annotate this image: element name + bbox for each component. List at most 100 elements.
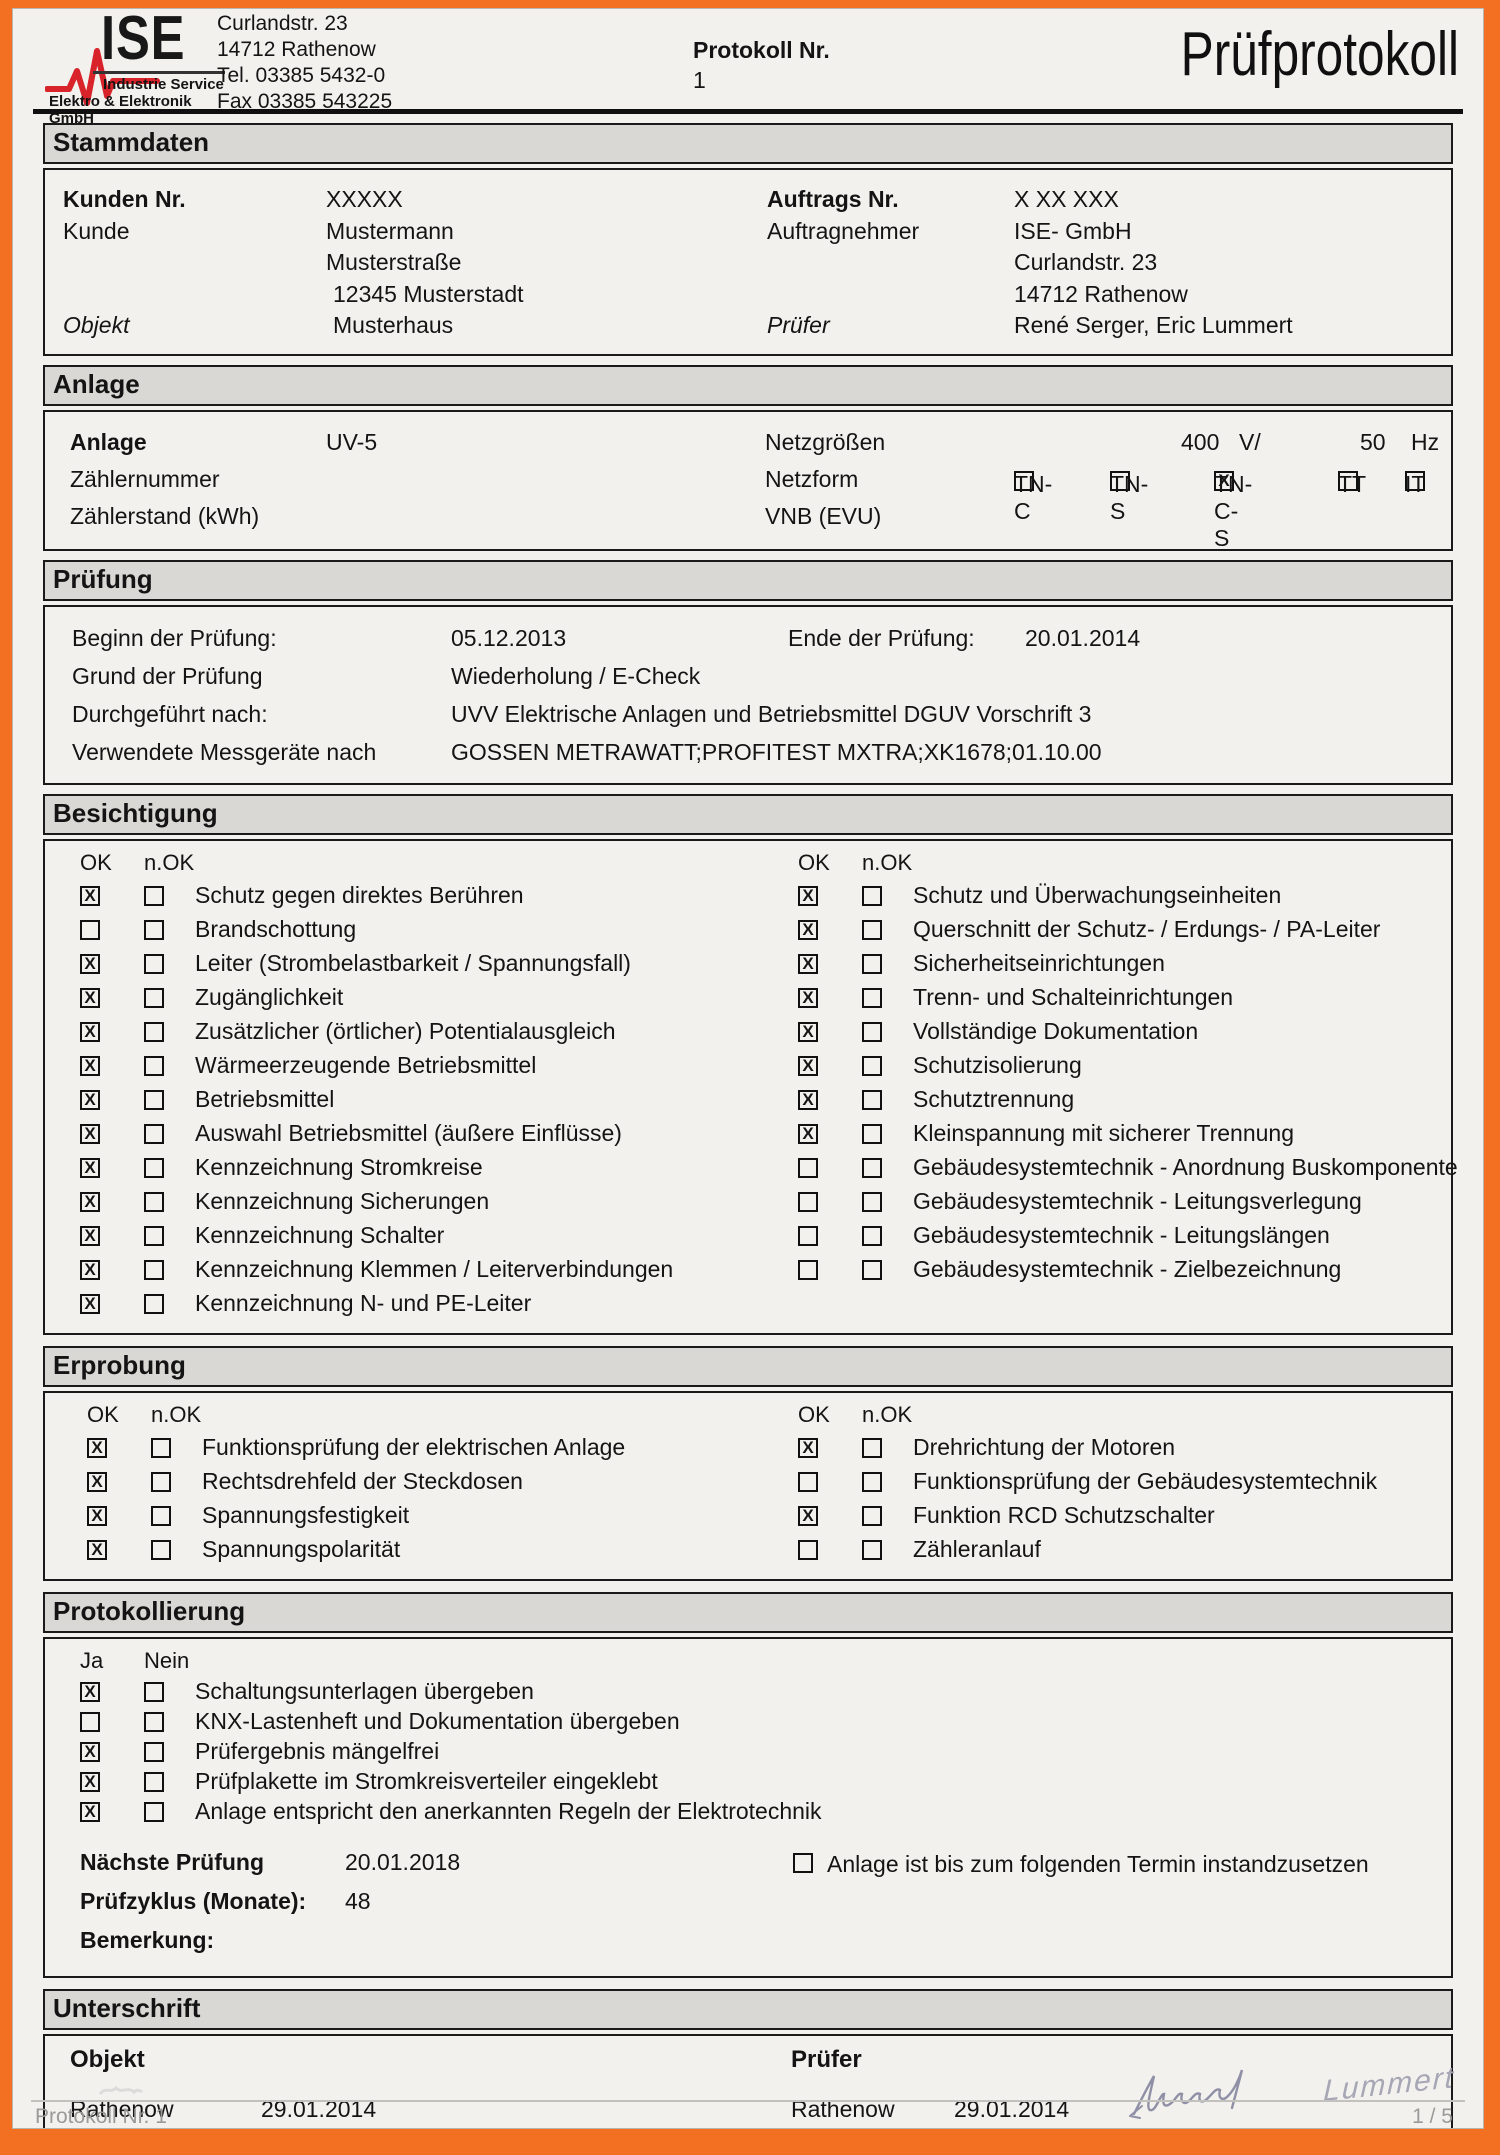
checklist-item-label: Schutz gegen direktes Berühren (195, 882, 524, 908)
besichtigung-right: OK n.OK Schutz und Überwachungseinheiten (748, 847, 1458, 1321)
ok-checkbox[interactable] (80, 1191, 100, 1212)
ok-checkbox[interactable] (80, 1157, 100, 1178)
ok-checkbox[interactable] (80, 919, 100, 940)
nok-checkbox[interactable] (144, 1293, 164, 1314)
nok-checkbox[interactable] (862, 1055, 882, 1076)
ok-checkbox[interactable] (798, 1191, 818, 1212)
kunde-street: Musterstraße (326, 249, 462, 275)
nok-checkbox[interactable] (144, 987, 164, 1008)
ok-checkbox[interactable] (798, 1021, 818, 1042)
ok-checkbox[interactable] (80, 1293, 100, 1314)
nein-checkbox[interactable] (144, 1801, 164, 1822)
ok-checkbox[interactable] (80, 1021, 100, 1042)
nok-checkbox[interactable] (144, 1021, 164, 1042)
ok-checkbox[interactable] (798, 1089, 818, 1110)
nok-checkbox[interactable] (862, 1437, 882, 1458)
nok-checkbox[interactable] (151, 1539, 171, 1560)
ok-checkbox[interactable] (798, 987, 818, 1008)
checklist-item-label: Schaltungsunterlagen übergeben (195, 1678, 534, 1704)
ja-checkbox[interactable] (80, 1681, 100, 1702)
ok-checkbox[interactable] (798, 1471, 818, 1492)
ja-checkbox[interactable] (80, 1711, 100, 1732)
nok-checkbox[interactable] (862, 987, 882, 1008)
checklist-item-label: Schutzisolierung (913, 1052, 1082, 1078)
nok-checkbox[interactable] (151, 1437, 171, 1458)
checklist-row: Gebäudesystemtechnik - Anordnung Buskomp… (798, 1151, 1458, 1185)
netzform-checkbox[interactable] (1110, 470, 1130, 491)
ok-checkbox[interactable] (80, 1089, 100, 1110)
nok-header: n.OK (144, 849, 195, 875)
ok-checkbox[interactable] (80, 885, 100, 906)
nok-checkbox[interactable] (862, 1505, 882, 1526)
ok-checkbox[interactable] (798, 1157, 818, 1178)
nok-checkbox[interactable] (862, 1021, 882, 1042)
nok-checkbox[interactable] (144, 1157, 164, 1178)
nok-checkbox[interactable] (862, 1539, 882, 1560)
pruefer-ort-value: Rathenow (791, 2095, 895, 2122)
nein-checkbox[interactable] (144, 1741, 164, 1762)
ok-checkbox[interactable] (87, 1539, 107, 1560)
ok-checkbox[interactable] (87, 1437, 107, 1458)
netzform-checkbox[interactable] (1405, 470, 1425, 491)
ja-checkbox[interactable] (80, 1741, 100, 1762)
ok-checkbox[interactable] (798, 1123, 818, 1144)
nok-checkbox[interactable] (862, 1123, 882, 1144)
nok-checkbox[interactable] (862, 1157, 882, 1178)
checklist-item-label: Prüfplakette im Stromkreisverteiler eing… (195, 1768, 658, 1794)
checklist-row: Kennzeichnung Sicherungen (80, 1185, 748, 1219)
nok-checkbox[interactable] (144, 1191, 164, 1212)
ok-checkbox[interactable] (798, 1437, 818, 1458)
ok-checkbox[interactable] (87, 1471, 107, 1492)
netzform-checkbox[interactable] (1338, 470, 1358, 491)
ok-checkbox[interactable] (80, 1225, 100, 1246)
nok-checkbox[interactable] (862, 919, 882, 940)
nok-checkbox[interactable] (144, 1089, 164, 1110)
nok-checkbox[interactable] (144, 953, 164, 974)
ok-checkbox[interactable] (798, 1055, 818, 1076)
nok-checkbox[interactable] (862, 1191, 882, 1212)
ja-checkbox[interactable] (80, 1771, 100, 1792)
nok-header: n.OK (151, 1401, 202, 1427)
ok-checkbox[interactable] (798, 953, 818, 974)
checklist-item-label: Gebäudesystemtechnik - Leitungslängen (913, 1222, 1330, 1248)
ja-checkbox[interactable] (80, 1801, 100, 1822)
ok-checkbox[interactable] (798, 885, 818, 906)
ok-checkbox[interactable] (80, 1055, 100, 1076)
nok-checkbox[interactable] (862, 953, 882, 974)
instand-checkbox[interactable] (793, 1852, 813, 1873)
nok-checkbox[interactable] (862, 1259, 882, 1280)
nok-checkbox[interactable] (144, 885, 164, 906)
checklist-item-label: Auswahl Betriebsmittel (äußere Einflüsse… (195, 1120, 622, 1146)
objekt-heading: Objekt (70, 2045, 145, 2073)
ok-checkbox[interactable] (798, 1225, 818, 1246)
ok-checkbox[interactable] (798, 919, 818, 940)
nok-checkbox[interactable] (862, 885, 882, 906)
ok-checkbox[interactable] (80, 1123, 100, 1144)
nok-checkbox[interactable] (151, 1471, 171, 1492)
nein-checkbox[interactable] (144, 1711, 164, 1732)
nok-checkbox[interactable] (144, 1055, 164, 1076)
nein-checkbox[interactable] (144, 1681, 164, 1702)
ok-checkbox[interactable] (798, 1505, 818, 1526)
nein-checkbox[interactable] (144, 1771, 164, 1792)
checklist-row: Rechtsdrehfeld der Steckdosen (87, 1465, 748, 1499)
ok-checkbox[interactable] (80, 1259, 100, 1280)
netzform-option-label: TN-S (1110, 470, 1149, 524)
nok-checkbox[interactable] (862, 1089, 882, 1110)
ok-checkbox[interactable] (798, 1259, 818, 1280)
ok-checkbox[interactable] (80, 953, 100, 974)
nok-checkbox[interactable] (144, 919, 164, 940)
ok-checkbox[interactable] (87, 1505, 107, 1526)
nok-checkbox[interactable] (862, 1471, 882, 1492)
nok-checkbox[interactable] (151, 1505, 171, 1526)
ok-checkbox[interactable] (80, 987, 100, 1008)
ok-checkbox[interactable] (798, 1539, 818, 1560)
nok-checkbox[interactable] (144, 1259, 164, 1280)
nok-checkbox[interactable] (144, 1225, 164, 1246)
checklist-row: Kennzeichnung Stromkreise (80, 1151, 748, 1185)
nok-checkbox[interactable] (144, 1123, 164, 1144)
besichtigung-left: OK n.OK Schutz gegen direktes Berühren (45, 847, 748, 1321)
netzform-checkbox[interactable] (1214, 470, 1234, 491)
nok-checkbox[interactable] (862, 1225, 882, 1246)
netzform-checkbox[interactable] (1014, 470, 1034, 491)
